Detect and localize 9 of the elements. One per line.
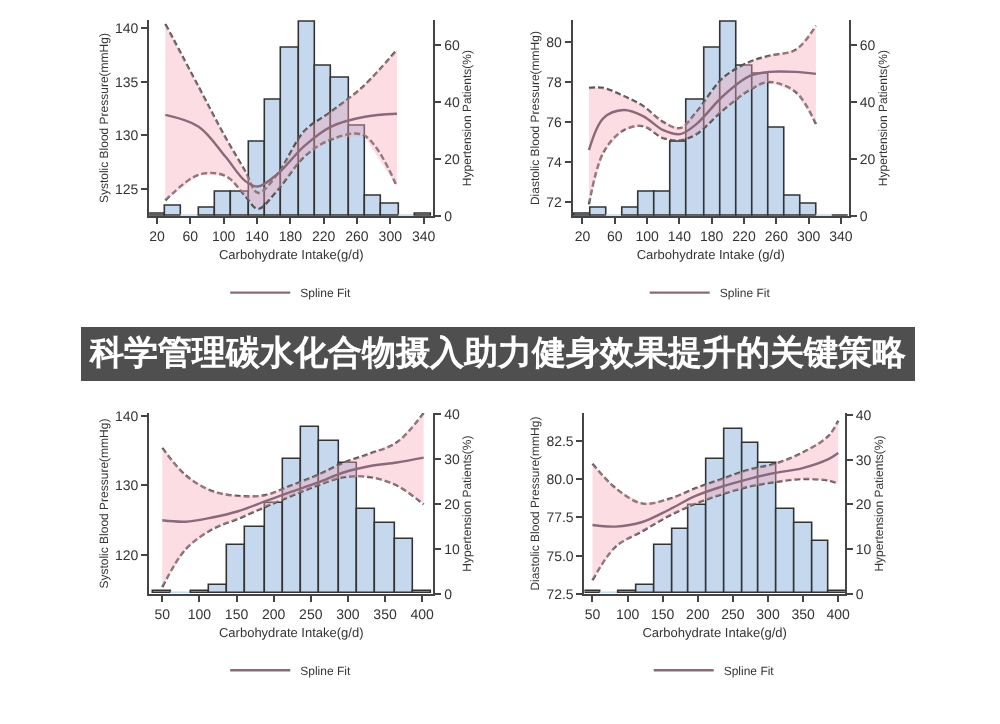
line-series	[164, 112, 399, 188]
line-series	[591, 477, 840, 582]
text: 科学管理碳水化合物摄入助力健身效果提升的关键策略	[88, 334, 908, 374]
line-series	[587, 70, 818, 152]
line-series	[161, 456, 425, 523]
line-series	[591, 451, 840, 528]
line-series	[591, 419, 840, 506]
line-series	[161, 413, 425, 498]
line-series	[587, 24, 818, 130]
